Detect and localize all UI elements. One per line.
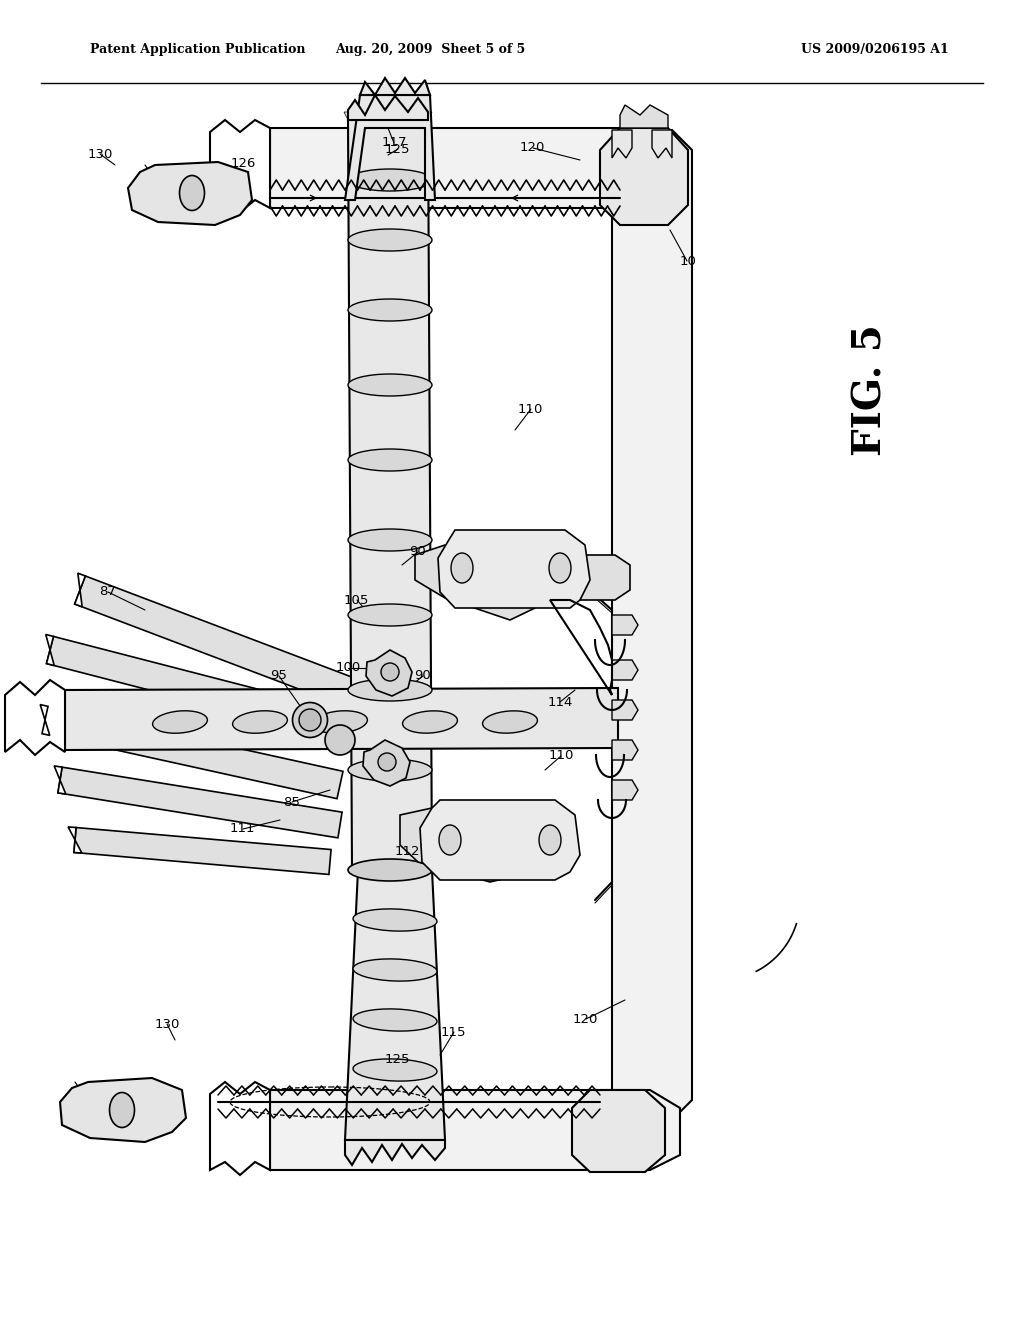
Polygon shape <box>400 808 535 882</box>
Polygon shape <box>345 870 445 1140</box>
Ellipse shape <box>353 1059 437 1081</box>
Polygon shape <box>612 660 638 680</box>
Ellipse shape <box>539 825 561 855</box>
Polygon shape <box>572 1090 665 1172</box>
Polygon shape <box>65 688 618 750</box>
Text: 85: 85 <box>284 796 300 809</box>
Polygon shape <box>360 78 430 95</box>
Polygon shape <box>612 615 638 635</box>
Polygon shape <box>345 1140 445 1166</box>
Ellipse shape <box>549 553 571 583</box>
Ellipse shape <box>348 759 432 781</box>
Ellipse shape <box>348 859 432 880</box>
Polygon shape <box>60 1078 186 1142</box>
Ellipse shape <box>325 725 355 755</box>
Ellipse shape <box>451 553 473 583</box>
Polygon shape <box>348 95 428 120</box>
Text: 126: 126 <box>231 157 256 170</box>
Polygon shape <box>58 767 342 838</box>
Text: 125: 125 <box>385 1053 410 1067</box>
Ellipse shape <box>293 702 328 738</box>
Ellipse shape <box>353 1008 437 1031</box>
Polygon shape <box>5 680 65 755</box>
Text: 117: 117 <box>382 136 407 149</box>
Polygon shape <box>415 545 545 620</box>
Text: 105: 105 <box>344 594 369 607</box>
Text: 120: 120 <box>573 1012 598 1026</box>
Polygon shape <box>652 129 672 158</box>
Polygon shape <box>74 828 331 874</box>
Polygon shape <box>54 766 66 795</box>
Ellipse shape <box>312 710 368 733</box>
Text: 87: 87 <box>99 585 116 598</box>
Ellipse shape <box>348 678 432 701</box>
Ellipse shape <box>110 1093 134 1127</box>
Ellipse shape <box>381 663 399 681</box>
Ellipse shape <box>232 710 288 733</box>
Ellipse shape <box>348 605 432 626</box>
Polygon shape <box>612 700 638 719</box>
Polygon shape <box>612 129 632 158</box>
Polygon shape <box>46 636 364 743</box>
Text: 115: 115 <box>441 1026 466 1039</box>
Polygon shape <box>270 1090 680 1170</box>
Text: 130: 130 <box>88 148 113 161</box>
Text: Patent Application Publication: Patent Application Publication <box>90 44 305 57</box>
Polygon shape <box>344 112 432 120</box>
Ellipse shape <box>439 825 461 855</box>
Text: 90: 90 <box>410 545 426 558</box>
Polygon shape <box>612 780 638 800</box>
Text: 90: 90 <box>415 669 431 682</box>
Polygon shape <box>69 826 82 853</box>
Polygon shape <box>600 128 688 224</box>
Text: 114: 114 <box>548 696 572 709</box>
Text: US 2009/0206195 A1: US 2009/0206195 A1 <box>801 44 949 57</box>
Polygon shape <box>210 120 270 213</box>
Polygon shape <box>42 706 343 799</box>
Text: Aug. 20, 2009  Sheet 5 of 5: Aug. 20, 2009 Sheet 5 of 5 <box>335 44 525 57</box>
Polygon shape <box>46 635 54 665</box>
Polygon shape <box>620 106 668 128</box>
Polygon shape <box>270 128 680 209</box>
Ellipse shape <box>378 752 396 771</box>
Text: 95: 95 <box>270 669 287 682</box>
Polygon shape <box>348 120 432 870</box>
Text: 110: 110 <box>518 403 543 416</box>
Ellipse shape <box>348 169 432 191</box>
Polygon shape <box>362 741 410 785</box>
Polygon shape <box>210 1082 270 1175</box>
Polygon shape <box>438 531 590 609</box>
Polygon shape <box>366 649 412 696</box>
Polygon shape <box>420 800 580 880</box>
Ellipse shape <box>353 958 437 981</box>
Text: 100: 100 <box>336 661 360 675</box>
Text: 110: 110 <box>549 748 573 762</box>
Ellipse shape <box>348 374 432 396</box>
Ellipse shape <box>348 300 432 321</box>
Text: 120: 120 <box>520 141 545 154</box>
Ellipse shape <box>348 228 432 251</box>
Text: 111: 111 <box>230 822 255 836</box>
Text: 125: 125 <box>385 143 410 156</box>
Ellipse shape <box>153 710 208 733</box>
Polygon shape <box>75 576 376 714</box>
Text: 10: 10 <box>680 255 696 268</box>
Ellipse shape <box>402 711 458 733</box>
Text: FIG. 5: FIG. 5 <box>851 325 889 455</box>
Text: 112: 112 <box>395 845 420 858</box>
Text: 130: 130 <box>155 1018 179 1031</box>
Polygon shape <box>612 741 638 760</box>
Polygon shape <box>40 705 50 735</box>
Polygon shape <box>570 554 630 601</box>
Polygon shape <box>612 129 692 1119</box>
Ellipse shape <box>348 449 432 471</box>
Polygon shape <box>75 573 85 607</box>
Ellipse shape <box>482 711 538 733</box>
Ellipse shape <box>179 176 205 210</box>
Ellipse shape <box>348 529 432 550</box>
Ellipse shape <box>353 909 437 931</box>
Polygon shape <box>345 95 435 201</box>
Polygon shape <box>128 162 252 224</box>
Ellipse shape <box>299 709 321 731</box>
